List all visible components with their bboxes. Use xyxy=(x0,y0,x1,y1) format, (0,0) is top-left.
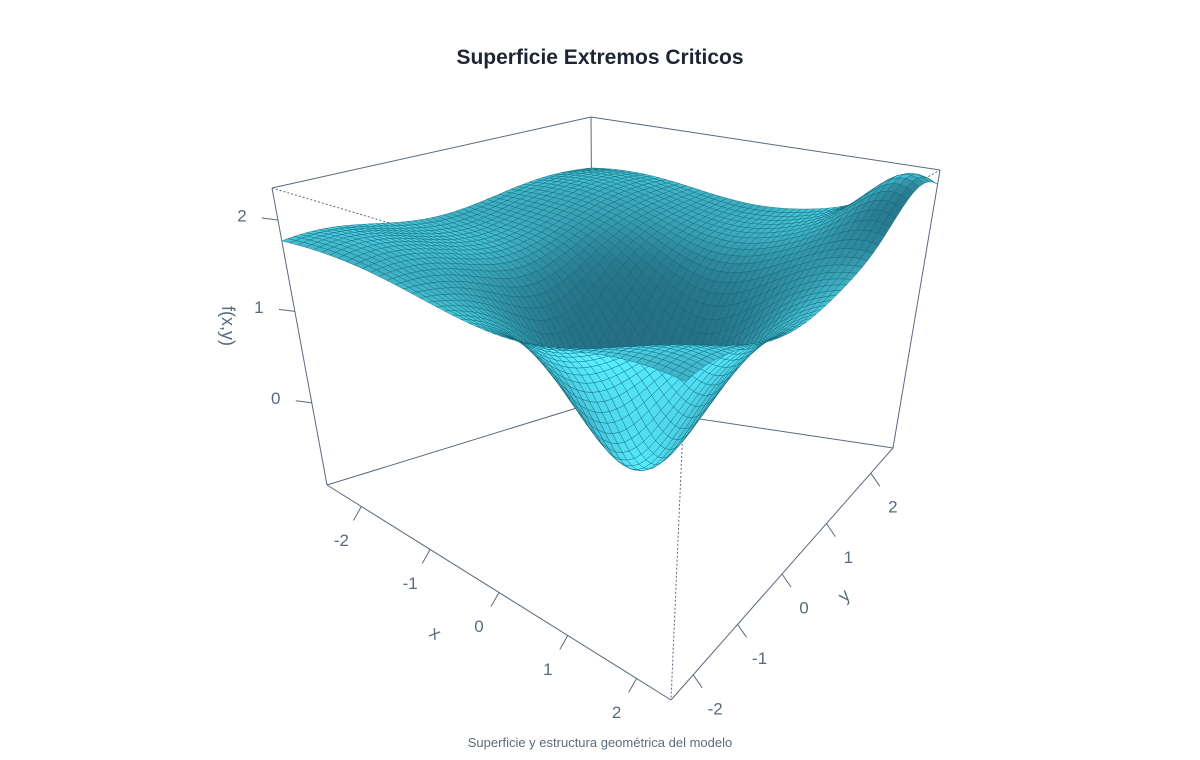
z-tick-label: 1 xyxy=(254,298,263,317)
surface-mesh xyxy=(280,167,938,472)
surface-facet xyxy=(676,373,691,382)
y-tick-mark xyxy=(737,624,748,638)
z-tick-label: 2 xyxy=(237,206,246,225)
y-tick-label: 1 xyxy=(844,548,853,567)
box-edge xyxy=(271,187,328,486)
x-tick-mark xyxy=(490,592,500,607)
box-edge xyxy=(271,116,592,189)
box-edge xyxy=(892,169,941,449)
z-tick-mark xyxy=(295,400,312,404)
x-tick-mark xyxy=(628,678,638,693)
z-tick-mark xyxy=(278,308,295,312)
y-tick-mark xyxy=(825,523,836,537)
x-axis-title: x xyxy=(426,622,444,644)
x-tick-label: -2 xyxy=(334,531,349,550)
z-axis-ticks: 0 1 2 xyxy=(237,206,312,408)
z-axis: 0 1 2 f(x,y) xyxy=(218,206,312,408)
x-tick-label: 0 xyxy=(474,617,483,636)
chart-caption: Superficie y estructura geométrica del m… xyxy=(467,735,733,750)
x-tick-label: 1 xyxy=(543,660,552,679)
y-tick-label: -1 xyxy=(752,649,767,668)
y-tick-mark xyxy=(781,573,792,588)
x-tick-mark xyxy=(352,506,362,521)
box-edge xyxy=(590,116,941,171)
x-tick-mark xyxy=(421,549,431,564)
y-tick-mark xyxy=(870,472,881,487)
x-axis: -2 -1 0 1 2 x xyxy=(334,506,638,722)
z-axis-title: f(x,y) xyxy=(218,306,238,346)
x-tick-label: -1 xyxy=(403,574,418,593)
chart-title: Superficie Extremos Criticos xyxy=(456,46,744,69)
box-edge xyxy=(326,402,594,486)
z-tick-mark xyxy=(261,217,278,221)
x-tick-mark xyxy=(559,635,569,650)
y-tick-mark xyxy=(692,674,703,689)
y-tick-label: -2 xyxy=(708,699,723,718)
x-tick-label: 2 xyxy=(612,703,621,722)
y-tick-label: 0 xyxy=(799,598,808,617)
z-tick-label: 0 xyxy=(271,389,280,408)
y-axis-title: y xyxy=(834,585,854,606)
y-axis: -2 -1 0 1 2 y xyxy=(692,472,898,718)
y-axis-ticks: -2 -1 0 1 2 xyxy=(692,472,898,718)
y-tick-label: 2 xyxy=(888,498,897,517)
x-axis-ticks: -2 -1 0 1 2 xyxy=(334,506,638,722)
